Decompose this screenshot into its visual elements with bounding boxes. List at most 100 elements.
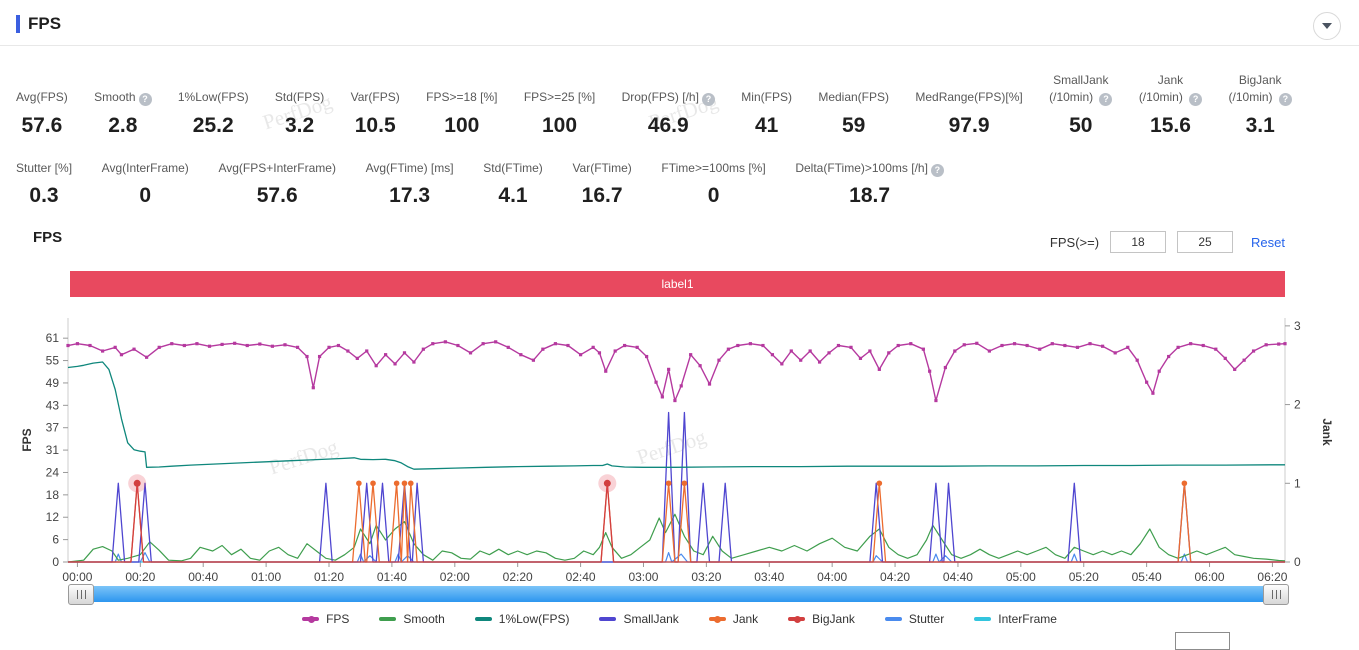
jank-point-marker — [370, 480, 376, 487]
stat-label: Avg(InterFrame) — [101, 161, 189, 175]
legend-swatch — [474, 617, 492, 621]
partial-input-box[interactable] — [1175, 632, 1230, 650]
fps-point-marker — [1025, 343, 1029, 348]
legend-item-jank[interactable]: Jank — [708, 612, 758, 626]
legend-swatch — [884, 617, 902, 621]
help-icon[interactable]: ? — [1189, 93, 1203, 107]
fps-point-marker — [808, 349, 812, 353]
panel-header: FPS — [16, 14, 61, 34]
bigjank-point-marker[interactable] — [603, 479, 611, 487]
fps-point-marker — [1088, 342, 1092, 346]
stat-medrange-fps-%-: MedRange(FPS)[%] 97.9 — [915, 89, 1022, 137]
series-1%low-fps--line — [67, 361, 1285, 470]
legend-swatch — [708, 615, 726, 623]
help-icon[interactable]: ? — [701, 93, 715, 107]
stat-label: MedRange(FPS)[%] — [915, 90, 1023, 105]
x-axis-tick: 04:20 — [880, 570, 910, 584]
fps-threshold-input-1[interactable] — [1110, 231, 1167, 253]
fps-point-marker — [195, 342, 199, 346]
legend-swatch — [974, 617, 992, 621]
legend-item-smooth[interactable]: Smooth — [379, 612, 445, 626]
stat-value: 0 — [139, 184, 152, 208]
reset-link[interactable]: Reset — [1251, 234, 1285, 250]
legend-item-fps[interactable]: FPS — [302, 612, 349, 626]
x-axis-tick: 04:40 — [943, 570, 973, 584]
stat-fps-18-%-: FPS>=18 [%] 100 — [426, 89, 497, 137]
left-axis-title: FPS — [20, 428, 34, 451]
fps-point-marker — [789, 349, 793, 353]
jank-point-marker — [681, 480, 688, 487]
fps-point-marker — [132, 347, 136, 351]
fps-point-marker — [66, 343, 70, 348]
label-banner-text: label1 — [661, 277, 694, 291]
fps-point-marker — [1167, 354, 1171, 359]
help-icon[interactable]: ? — [1099, 93, 1113, 107]
stat-label: Min(FPS) — [741, 90, 792, 105]
fps-point-marker — [1151, 391, 1155, 395]
legend-label: SmallJank — [623, 612, 679, 626]
right-axis-tick: 2 — [1294, 398, 1301, 412]
stat-value: 18.7 — [849, 184, 891, 208]
range-handle-left[interactable] — [68, 584, 94, 605]
fps-point-marker — [934, 398, 938, 403]
left-axis-tick: 55 — [46, 354, 60, 368]
help-icon[interactable]: ? — [930, 164, 944, 178]
bigjank-point-marker[interactable] — [133, 479, 141, 487]
fps-point-marker — [481, 342, 485, 346]
fps-point-marker — [635, 345, 639, 349]
stat-value: 3.1 — [1245, 113, 1275, 137]
stat-avg-ftime-ms-: Avg(FTime) [ms] 17.3 — [366, 160, 454, 208]
label-banner[interactable]: label1 — [70, 271, 1285, 297]
x-axis-tick: 03:20 — [691, 570, 721, 584]
fps-point-marker — [673, 398, 677, 403]
fps-point-marker — [726, 347, 730, 351]
collapse-button[interactable] — [1313, 12, 1341, 40]
fps-point-marker — [836, 343, 841, 348]
fps-point-marker — [1201, 343, 1205, 348]
legend-item-bigjank[interactable]: BigJank — [788, 612, 855, 626]
stat-var-fps-: Var(FPS) 10.5 — [351, 89, 400, 137]
stat-label: Median(FPS) — [818, 90, 890, 105]
fps-point-marker — [717, 358, 721, 362]
legend-swatch — [599, 617, 617, 621]
stat-min-fps-: Min(FPS) 41 — [741, 89, 792, 137]
help-icon[interactable]: ? — [1278, 93, 1292, 107]
fps-point-marker — [374, 364, 378, 368]
series-fps-line — [67, 341, 1286, 402]
x-axis-tick: 05:40 — [1132, 570, 1162, 584]
chart-legend: FPS Smooth 1%Low(FPS) SmallJank Jank BigJank S… — [0, 612, 1359, 626]
x-axis-tick: 02:20 — [503, 570, 533, 584]
legend-item-stutter[interactable]: Stutter — [884, 612, 945, 626]
range-handle-right[interactable] — [1263, 584, 1289, 605]
fps-point-marker — [770, 353, 775, 357]
legend-label: Stutter — [908, 612, 945, 626]
stat-value: 100 — [444, 113, 480, 137]
legend-item-interframe[interactable]: InterFrame — [974, 612, 1057, 626]
series-stutter-line — [68, 552, 1285, 563]
legend-dot — [793, 615, 801, 623]
left-axis-tick: 0 — [52, 555, 59, 569]
chart-range-scrollbar[interactable] — [68, 584, 1289, 605]
fps-point-marker — [736, 343, 740, 348]
left-axis-tick: 6 — [52, 533, 59, 547]
grip-icon — [1271, 590, 1281, 599]
fps-point-marker — [311, 386, 315, 390]
help-icon[interactable]: ? — [138, 93, 152, 107]
fps-point-marker — [270, 344, 275, 348]
fps-point-marker — [1251, 349, 1256, 353]
fps-point-marker — [365, 349, 369, 353]
fps-point-marker — [283, 343, 287, 347]
fps-point-marker — [258, 342, 262, 346]
legend-item-1%low-fps-[interactable]: 1%Low(FPS) — [474, 612, 569, 626]
fps-point-marker — [896, 343, 900, 348]
fps-point-marker — [623, 343, 627, 348]
fps-threshold-input-2[interactable] — [1177, 231, 1234, 253]
fps-point-marker — [100, 349, 105, 353]
legend-item-smalljank[interactable]: SmallJank — [599, 612, 679, 626]
fps-point-marker — [1000, 343, 1004, 348]
stat-avg-interframe-: Avg(InterFrame) 0 — [102, 160, 189, 208]
header-divider — [0, 45, 1359, 46]
legend-label: BigJank — [812, 612, 855, 626]
fps-point-marker — [393, 362, 397, 366]
fps-point-marker — [799, 358, 803, 362]
